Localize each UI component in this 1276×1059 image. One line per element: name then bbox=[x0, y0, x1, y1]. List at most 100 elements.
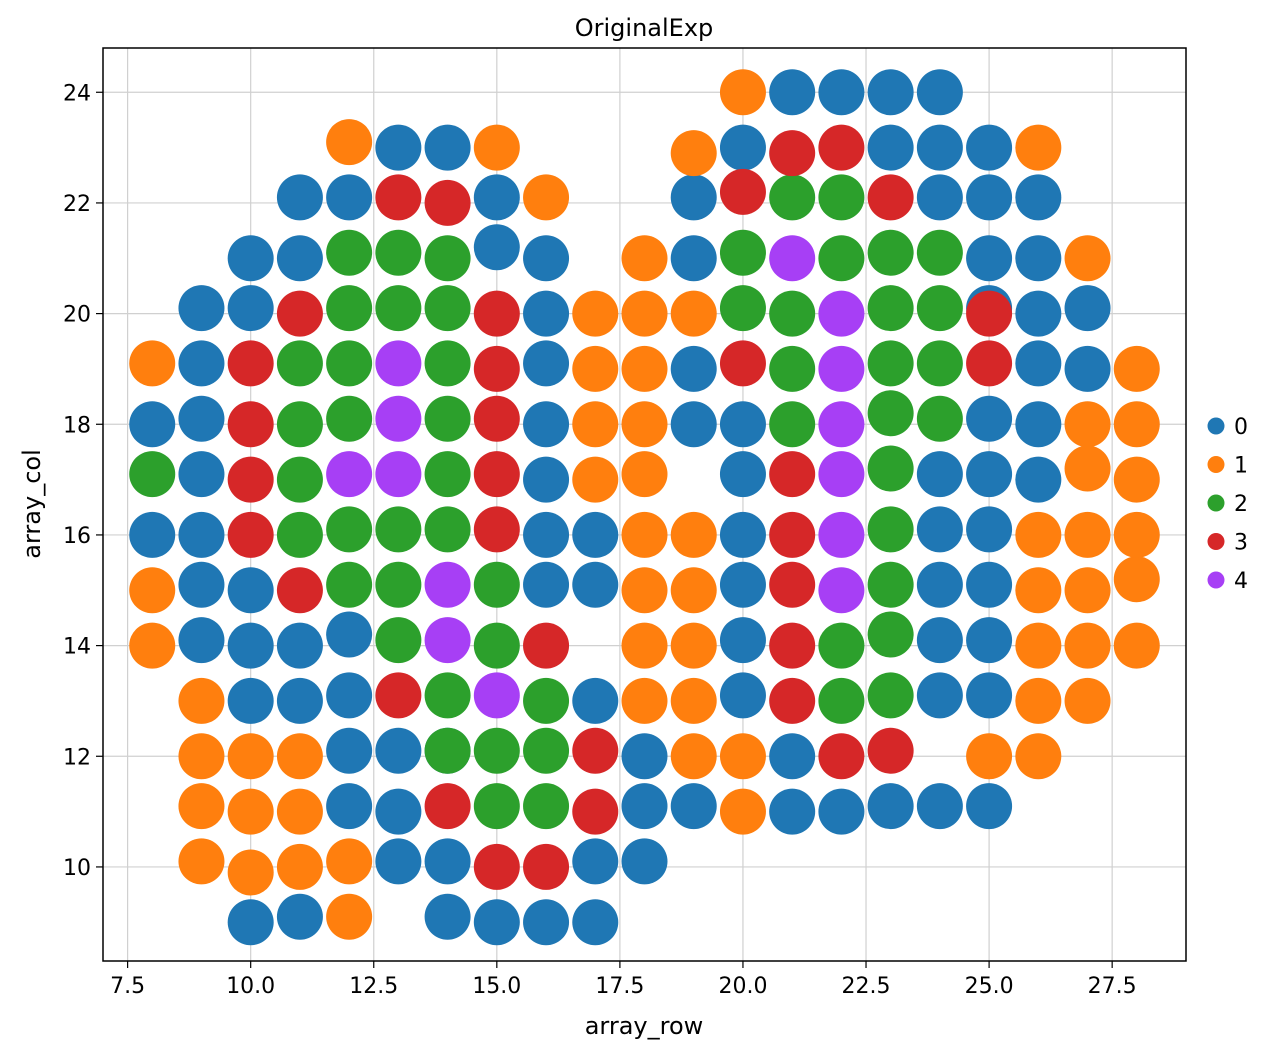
point-cluster-1 bbox=[670, 130, 717, 177]
point-cluster-0 bbox=[769, 788, 816, 835]
point-cluster-2 bbox=[424, 285, 471, 332]
y-tick-label: 10 bbox=[63, 856, 91, 881]
point-cluster-0 bbox=[178, 340, 225, 387]
point-cluster-0 bbox=[916, 561, 963, 608]
point-cluster-0 bbox=[572, 677, 619, 724]
point-cluster-2 bbox=[473, 727, 520, 774]
chart-title: OriginalExp bbox=[575, 14, 714, 42]
point-cluster-1 bbox=[326, 893, 373, 940]
point-cluster-2 bbox=[276, 511, 323, 558]
point-cluster-1 bbox=[1113, 401, 1160, 448]
data-points bbox=[129, 69, 1160, 946]
point-cluster-0 bbox=[769, 733, 816, 780]
point-cluster-2 bbox=[326, 395, 373, 442]
point-cluster-0 bbox=[621, 838, 668, 885]
point-cluster-1 bbox=[129, 622, 176, 669]
point-cluster-1 bbox=[1113, 511, 1160, 558]
point-cluster-3 bbox=[818, 124, 865, 171]
legend-label-2: 2 bbox=[1234, 492, 1248, 517]
point-cluster-0 bbox=[818, 788, 865, 835]
point-cluster-1 bbox=[1064, 567, 1111, 614]
point-cluster-0 bbox=[670, 783, 717, 830]
point-cluster-1 bbox=[523, 174, 570, 221]
point-cluster-2 bbox=[867, 672, 914, 719]
point-cluster-0 bbox=[276, 893, 323, 940]
point-cluster-1 bbox=[227, 733, 274, 780]
point-cluster-3 bbox=[227, 456, 274, 503]
point-cluster-3 bbox=[523, 843, 570, 890]
point-cluster-0 bbox=[966, 783, 1013, 830]
point-cluster-0 bbox=[867, 69, 914, 116]
point-cluster-1 bbox=[621, 622, 668, 669]
point-cluster-4 bbox=[818, 567, 865, 614]
point-cluster-0 bbox=[1015, 174, 1062, 221]
point-cluster-0 bbox=[621, 733, 668, 780]
x-tick-label: 17.5 bbox=[595, 974, 644, 999]
point-cluster-2 bbox=[769, 345, 816, 392]
y-tick-label: 22 bbox=[63, 192, 91, 217]
point-cluster-2 bbox=[916, 285, 963, 332]
point-cluster-2 bbox=[867, 445, 914, 492]
point-cluster-2 bbox=[867, 506, 914, 553]
point-cluster-1 bbox=[719, 788, 766, 835]
point-cluster-2 bbox=[523, 783, 570, 830]
point-cluster-0 bbox=[719, 511, 766, 558]
y-tick-label: 18 bbox=[63, 413, 91, 438]
point-cluster-0 bbox=[621, 783, 668, 830]
point-cluster-1 bbox=[276, 733, 323, 780]
point-cluster-3 bbox=[473, 451, 520, 498]
point-cluster-2 bbox=[867, 390, 914, 437]
point-cluster-4 bbox=[818, 290, 865, 337]
point-cluster-0 bbox=[966, 235, 1013, 282]
point-cluster-0 bbox=[769, 69, 816, 116]
point-cluster-2 bbox=[326, 229, 373, 276]
point-cluster-0 bbox=[966, 124, 1013, 171]
point-cluster-1 bbox=[719, 733, 766, 780]
point-cluster-3 bbox=[473, 345, 520, 392]
legend-label-3: 3 bbox=[1234, 531, 1248, 556]
point-cluster-0 bbox=[966, 506, 1013, 553]
point-cluster-0 bbox=[523, 456, 570, 503]
x-tick-label: 22.5 bbox=[842, 974, 891, 999]
point-cluster-2 bbox=[473, 622, 520, 669]
point-cluster-3 bbox=[769, 561, 816, 608]
point-cluster-2 bbox=[375, 561, 422, 608]
point-cluster-1 bbox=[1015, 124, 1062, 171]
point-cluster-3 bbox=[572, 727, 619, 774]
point-cluster-2 bbox=[769, 290, 816, 337]
point-cluster-0 bbox=[916, 451, 963, 498]
point-cluster-4 bbox=[818, 401, 865, 448]
legend-label-1: 1 bbox=[1234, 454, 1248, 479]
legend-marker-3 bbox=[1207, 533, 1225, 550]
point-cluster-2 bbox=[326, 340, 373, 387]
point-cluster-1 bbox=[670, 733, 717, 780]
point-cluster-2 bbox=[867, 611, 914, 658]
point-cluster-2 bbox=[276, 401, 323, 448]
point-cluster-1 bbox=[1113, 622, 1160, 669]
point-cluster-0 bbox=[966, 617, 1013, 664]
y-tick-label: 12 bbox=[63, 745, 91, 770]
x-tick-label: 12.5 bbox=[349, 974, 398, 999]
point-cluster-1 bbox=[178, 733, 225, 780]
point-cluster-0 bbox=[572, 899, 619, 946]
point-cluster-1 bbox=[1015, 677, 1062, 724]
point-cluster-2 bbox=[326, 285, 373, 332]
point-cluster-0 bbox=[1064, 285, 1111, 332]
point-cluster-0 bbox=[473, 174, 520, 221]
y-tick-label: 16 bbox=[63, 524, 91, 549]
point-cluster-1 bbox=[572, 456, 619, 503]
point-cluster-0 bbox=[572, 838, 619, 885]
point-cluster-1 bbox=[1113, 556, 1160, 603]
point-cluster-3 bbox=[424, 179, 471, 226]
point-cluster-1 bbox=[621, 451, 668, 498]
point-cluster-1 bbox=[621, 235, 668, 282]
point-cluster-2 bbox=[424, 672, 471, 719]
point-cluster-0 bbox=[227, 622, 274, 669]
y-tick-label: 20 bbox=[63, 303, 91, 328]
point-cluster-1 bbox=[178, 783, 225, 830]
point-cluster-2 bbox=[769, 401, 816, 448]
point-cluster-0 bbox=[227, 567, 274, 614]
point-cluster-0 bbox=[719, 672, 766, 719]
point-cluster-2 bbox=[916, 229, 963, 276]
